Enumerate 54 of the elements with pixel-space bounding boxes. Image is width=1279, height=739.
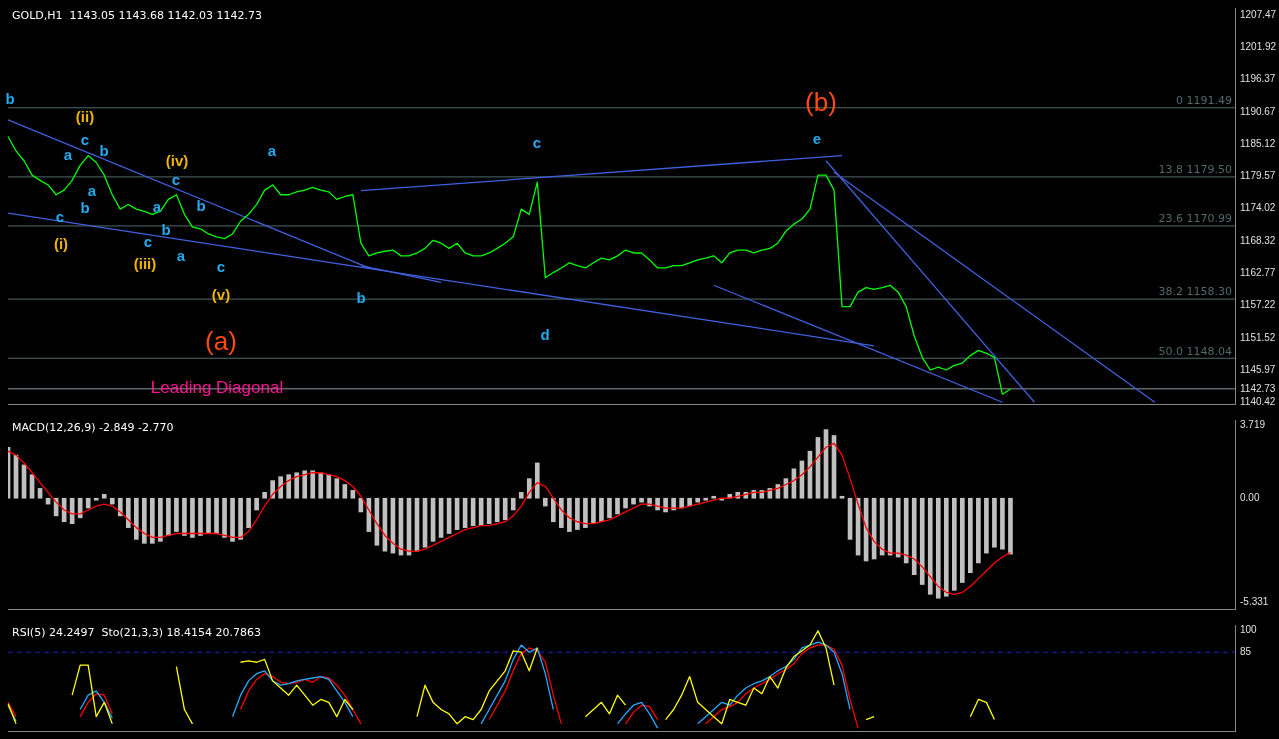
y-tick-label: 1179.57	[1240, 170, 1276, 182]
annotation: b	[196, 197, 206, 215]
annotation: c	[80, 131, 90, 149]
y-tick-label: 1174.02	[1240, 202, 1276, 214]
y-tick-label: 1162.77	[1240, 267, 1276, 279]
annotation: (iii)	[133, 255, 157, 273]
annotation: (i)	[53, 235, 69, 253]
annotation: c	[532, 134, 542, 152]
chart-title: GOLD,H1 1143.05 1143.68 1142.03 1142.73	[12, 9, 262, 23]
annotation: (ii)	[75, 108, 95, 126]
annotation: (b)	[805, 87, 837, 118]
annotation: b	[356, 289, 366, 307]
annotation: a	[63, 146, 73, 164]
annotation: a	[267, 142, 277, 160]
ref-line-label: 50.0 1148.04	[1158, 344, 1232, 358]
annotation: c	[143, 233, 153, 251]
annotation: (v)	[211, 286, 231, 304]
y-tick-label: 1185.12	[1240, 138, 1276, 150]
annotation: (a)	[205, 326, 237, 357]
annotation: e	[812, 130, 822, 148]
annotation: d	[540, 326, 550, 344]
annotation: c	[216, 258, 226, 276]
y-tick-label: 1196.37	[1240, 73, 1276, 85]
annotation: b	[80, 199, 90, 217]
annotation: b	[99, 142, 109, 160]
annotation: a	[87, 182, 97, 200]
annotation: (iv)	[165, 152, 189, 170]
y-tick-label: 1207.47	[1240, 9, 1277, 21]
chart-title: RSI(5) 24.2497 Sto(21,3,3) 18.4154 20.7863	[12, 626, 261, 640]
y-tick-label: 85	[1240, 645, 1252, 657]
annotation: c	[55, 208, 65, 226]
ref-line-label: 38.2 1158.30	[1158, 285, 1232, 299]
annotation: a	[152, 198, 162, 216]
annotation: b	[161, 221, 171, 239]
y-tick-label: 1142.73	[1240, 382, 1276, 394]
y-tick-label: 1145.97	[1240, 363, 1276, 375]
annotation: Leading Diagonal	[150, 377, 284, 397]
annotation: c	[171, 171, 181, 189]
ref-line-label: 0 1191.49	[1176, 94, 1232, 108]
y-tick-label: 100	[1240, 624, 1258, 636]
annotation: a	[176, 247, 186, 265]
y-tick-label: 0.00	[1240, 491, 1260, 503]
y-tick-label: 3.719	[1240, 419, 1266, 431]
y-tick-label: 1151.52	[1240, 331, 1276, 343]
chart-title: MACD(12,26,9) -2.849 -2.770	[12, 421, 174, 435]
y-tick-label: 1190.67	[1240, 106, 1276, 118]
y-tick-label: 1140.42	[1240, 395, 1276, 407]
y-tick-label: 1168.32	[1240, 235, 1276, 247]
ref-line-label: 23.6 1170.99	[1158, 212, 1232, 226]
y-tick-label: 1157.22	[1240, 299, 1276, 311]
y-tick-label: 1201.92	[1240, 41, 1277, 53]
y-tick-label: -5.331	[1240, 596, 1269, 608]
ref-line-label: 13.8 1179.50	[1158, 163, 1232, 177]
annotation: b	[5, 90, 15, 108]
